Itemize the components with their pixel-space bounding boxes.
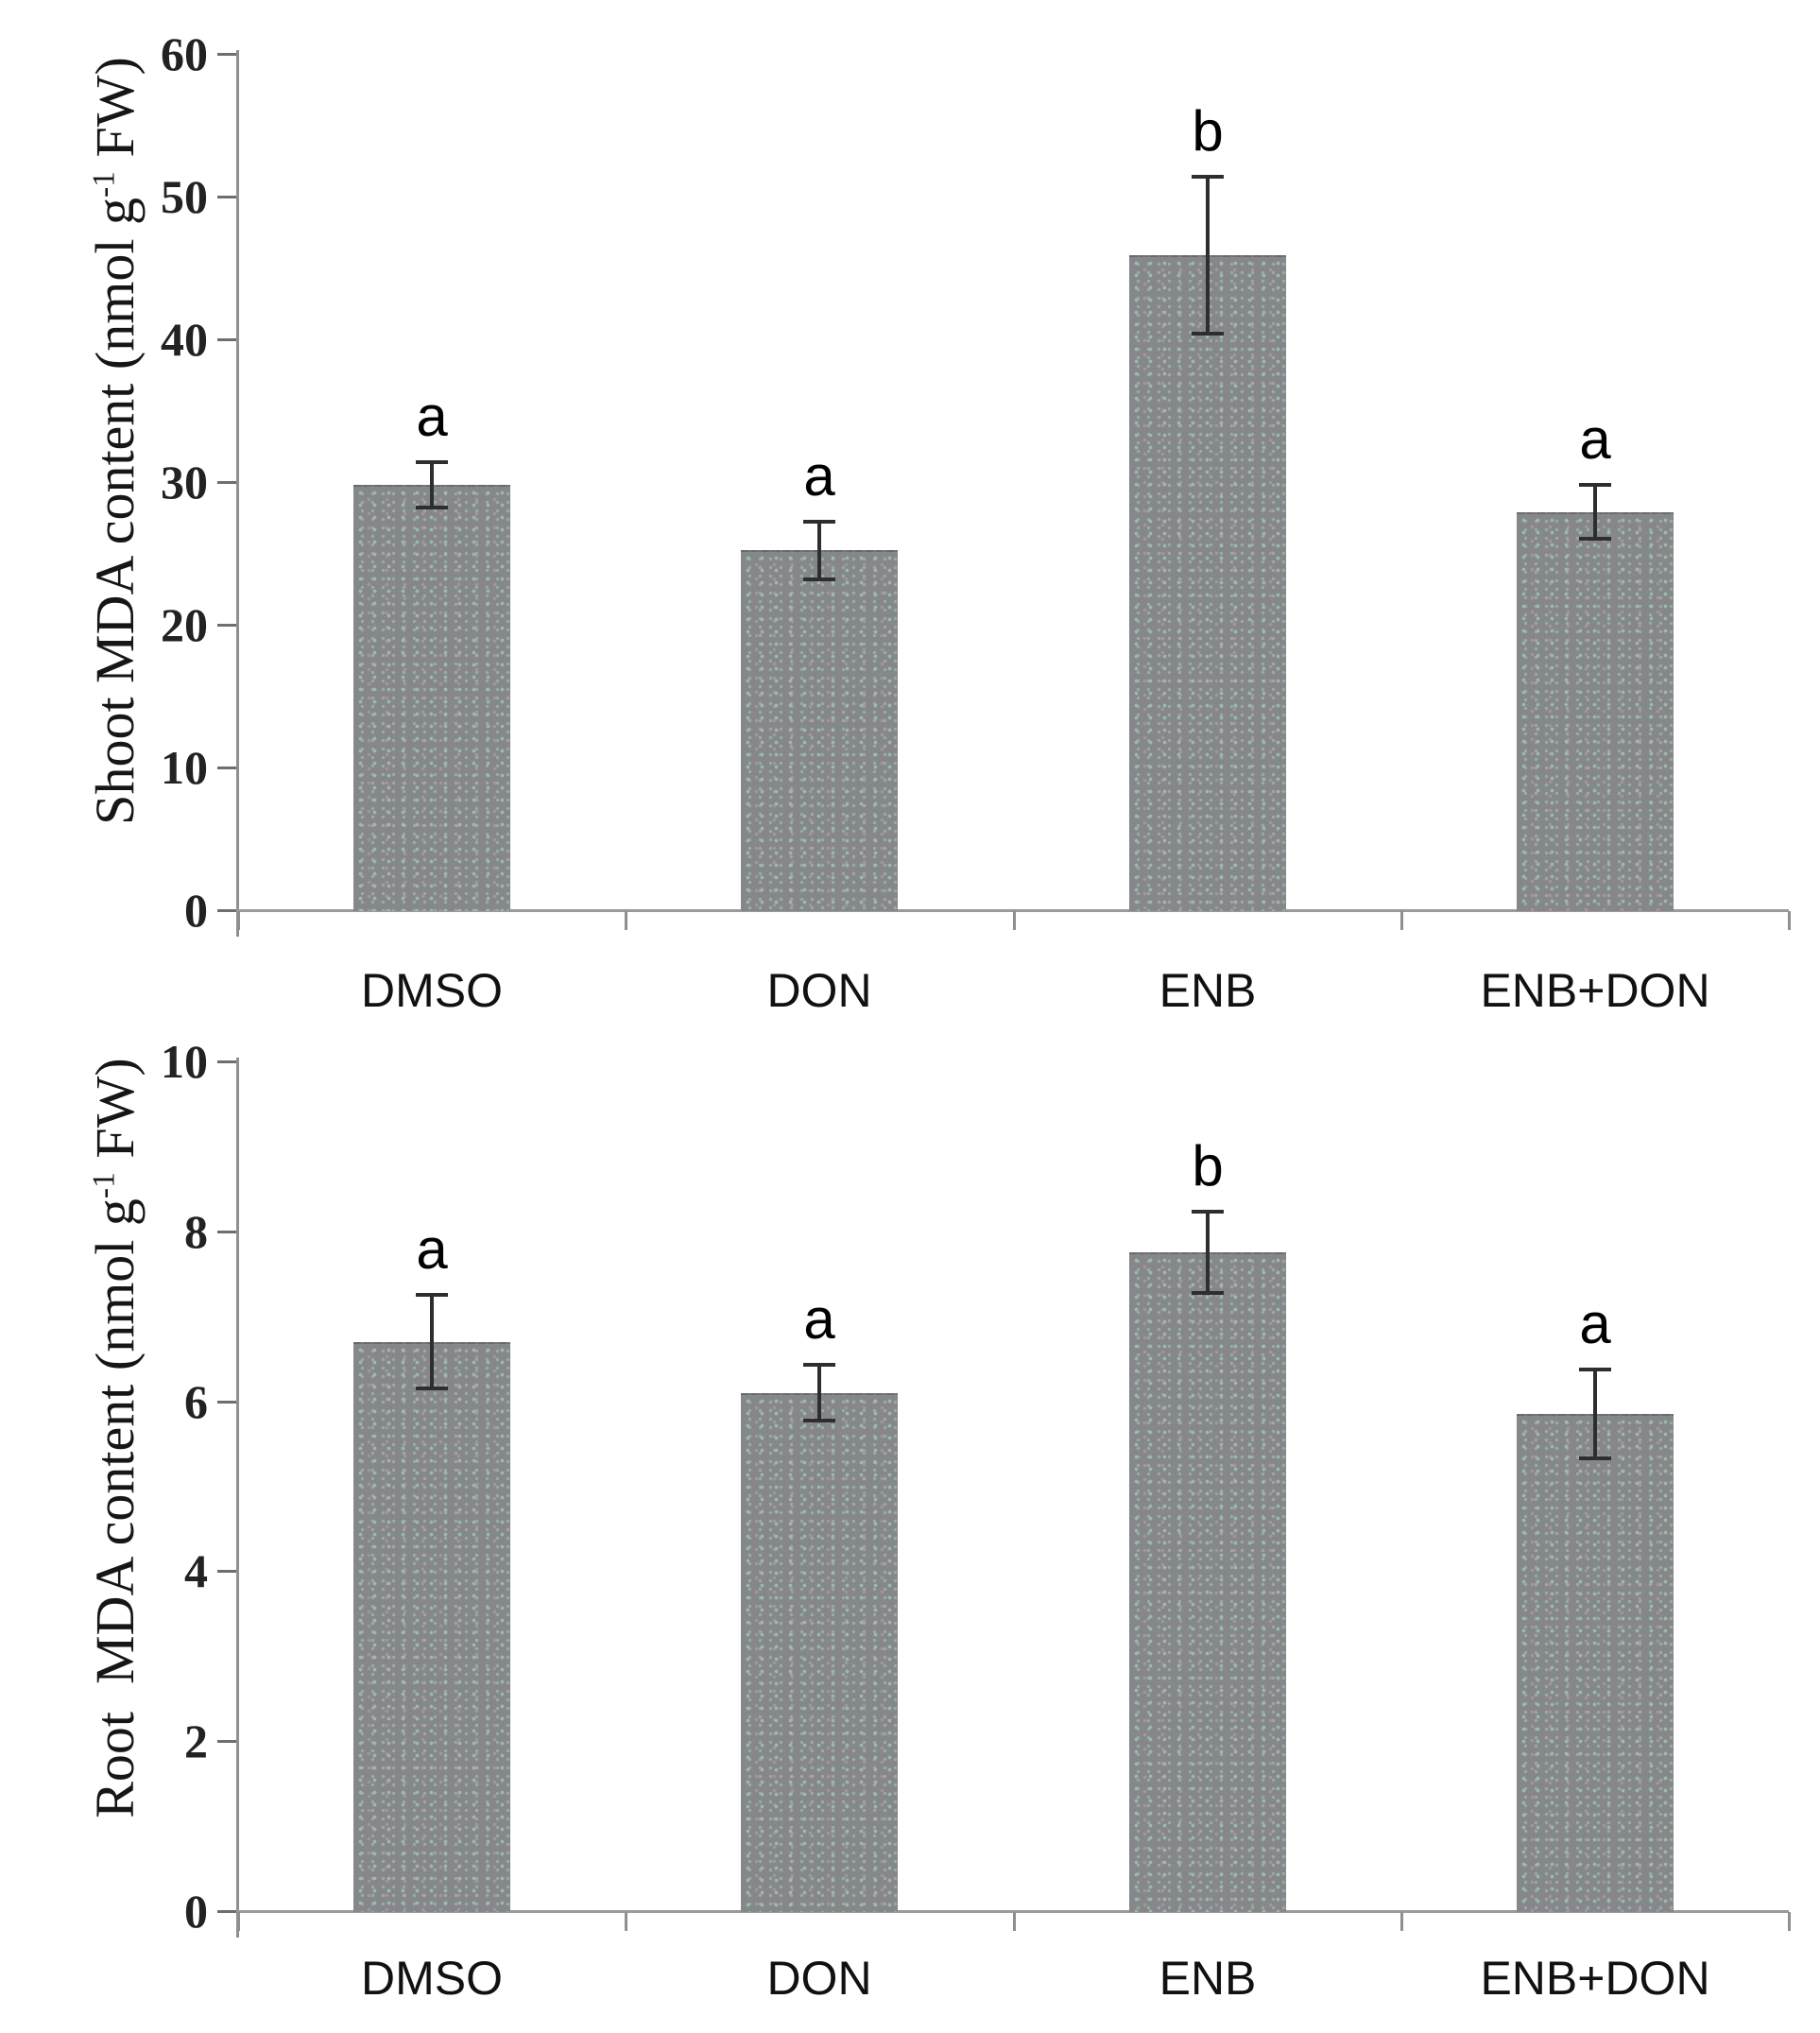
root-y-tick-mark	[217, 1231, 236, 1233]
root-y-tick-mark	[217, 1060, 236, 1063]
shoot-y-tick-mark	[217, 53, 236, 56]
root-y-axis-title-superscript: -1	[86, 1172, 122, 1199]
shoot-y-tick-label: 10	[161, 741, 208, 794]
shoot-y-axis-line	[236, 50, 239, 937]
root-error-bar-cap-bottom	[416, 1387, 448, 1390]
root-x-category-label: DON	[766, 1952, 872, 2005]
root-x-tick-mark	[1788, 1912, 1791, 1931]
shoot-x-category-label: ENB+DON	[1480, 964, 1710, 1017]
shoot-x-category-label: ENB	[1159, 964, 1257, 1017]
root-y-tick-mark	[217, 1740, 236, 1743]
root-error-bar-line	[1206, 1212, 1210, 1293]
root-error-bar-line	[430, 1295, 434, 1388]
shoot-error-bar-cap-top	[416, 460, 448, 464]
shoot-bar-dmso	[353, 485, 510, 911]
shoot-significance-letter: a	[416, 385, 448, 448]
root-y-tick-label: 4	[184, 1544, 208, 1597]
shoot-error-bar-line	[430, 462, 434, 508]
root-error-bar-cap-bottom	[803, 1419, 835, 1422]
root-bar-dmso	[353, 1342, 510, 1912]
root-bar-enb+don	[1517, 1414, 1674, 1912]
root-significance-letter: a	[1579, 1292, 1611, 1355]
root-x-tick-mark	[1013, 1912, 1016, 1931]
shoot-significance-letter: a	[1579, 407, 1611, 471]
shoot-y-tick-mark	[217, 767, 236, 769]
root-error-bar-cap-bottom	[1579, 1456, 1611, 1460]
shoot-x-category-label: DON	[766, 964, 872, 1017]
root-error-bar-cap-bottom	[1192, 1291, 1224, 1295]
shoot-x-tick-mark	[625, 911, 627, 930]
shoot-x-tick-mark	[1013, 911, 1016, 930]
shoot-y-tick-label: 60	[161, 27, 208, 80]
root-x-category-label: DMSO	[361, 1952, 503, 2005]
shoot-y-tick-label: 40	[161, 313, 208, 366]
root-y-tick-label: 2	[184, 1714, 208, 1767]
root-x-tick-mark	[237, 1912, 240, 1931]
shoot-x-tick-mark	[1400, 911, 1403, 930]
shoot-bar-enb	[1129, 255, 1286, 911]
shoot-error-bar-line	[1206, 177, 1210, 334]
shoot-y-axis-title-text: Shoot MDA content (nmol g	[84, 198, 146, 825]
root-x-axis-line	[236, 1910, 1789, 1913]
root-y-tick-label: 0	[184, 1885, 208, 1938]
shoot-bar-don	[741, 550, 898, 911]
shoot-y-tick-label: 0	[184, 884, 208, 937]
shoot-error-bar-cap-bottom	[803, 577, 835, 581]
root-x-category-label: ENB	[1159, 1952, 1257, 2005]
root-x-tick-mark	[625, 1912, 627, 1931]
shoot-x-category-label: DMSO	[361, 964, 503, 1017]
shoot-y-tick-label: 30	[161, 456, 208, 508]
shoot-significance-letter: a	[803, 444, 835, 508]
shoot-x-tick-mark	[237, 911, 240, 930]
shoot-error-bar-cap-top	[803, 520, 835, 524]
shoot-y-tick-mark	[217, 624, 236, 627]
root-error-bar-line	[817, 1365, 821, 1421]
shoot-x-tick-mark	[1788, 911, 1791, 930]
shoot-error-bar-cap-bottom	[1579, 537, 1611, 541]
root-error-bar-cap-top	[1579, 1368, 1611, 1371]
root-y-tick-label: 6	[184, 1375, 208, 1428]
shoot-error-bar-line	[1593, 485, 1597, 539]
root-y-tick-mark	[217, 1570, 236, 1573]
shoot-y-tick-mark	[217, 196, 236, 198]
shoot-error-bar-cap-top	[1192, 175, 1224, 179]
root-y-axis-line	[236, 1058, 239, 1938]
root-error-bar-cap-top	[1192, 1210, 1224, 1214]
shoot-y-tick-mark	[217, 909, 236, 912]
root-significance-letter: a	[803, 1287, 835, 1351]
root-y-tick-mark	[217, 1910, 236, 1913]
root-x-tick-mark	[1400, 1912, 1403, 1931]
root-bar-don	[741, 1393, 898, 1912]
shoot-error-bar-line	[817, 522, 821, 578]
shoot-y-tick-mark	[217, 338, 236, 341]
shoot-error-bar-cap-top	[1579, 483, 1611, 487]
shoot-significance-letter: b	[1192, 99, 1224, 163]
root-y-tick-mark	[217, 1401, 236, 1404]
root-x-category-label: ENB+DON	[1480, 1952, 1710, 2005]
shoot-error-bar-cap-bottom	[416, 506, 448, 509]
shoot-x-axis-line	[236, 909, 1789, 912]
shoot-y-tick-label: 20	[161, 598, 208, 651]
shoot-y-tick-label: 50	[161, 170, 208, 223]
shoot-error-bar-cap-bottom	[1192, 332, 1224, 336]
root-error-bar-line	[1593, 1370, 1597, 1457]
root-y-tick-label: 8	[184, 1205, 208, 1258]
root-y-tick-label: 10	[161, 1035, 208, 1088]
root-error-bar-cap-top	[416, 1293, 448, 1297]
root-bar-enb	[1129, 1252, 1286, 1912]
root-y-axis-title: Root MDA content (nmol g-1 FW)	[10, 1007, 146, 1952]
shoot-y-tick-mark	[217, 481, 236, 484]
root-significance-letter: a	[416, 1217, 448, 1281]
root-error-bar-cap-top	[803, 1363, 835, 1367]
root-significance-letter: b	[1192, 1134, 1224, 1197]
shoot-bar-enb+don	[1517, 512, 1674, 911]
